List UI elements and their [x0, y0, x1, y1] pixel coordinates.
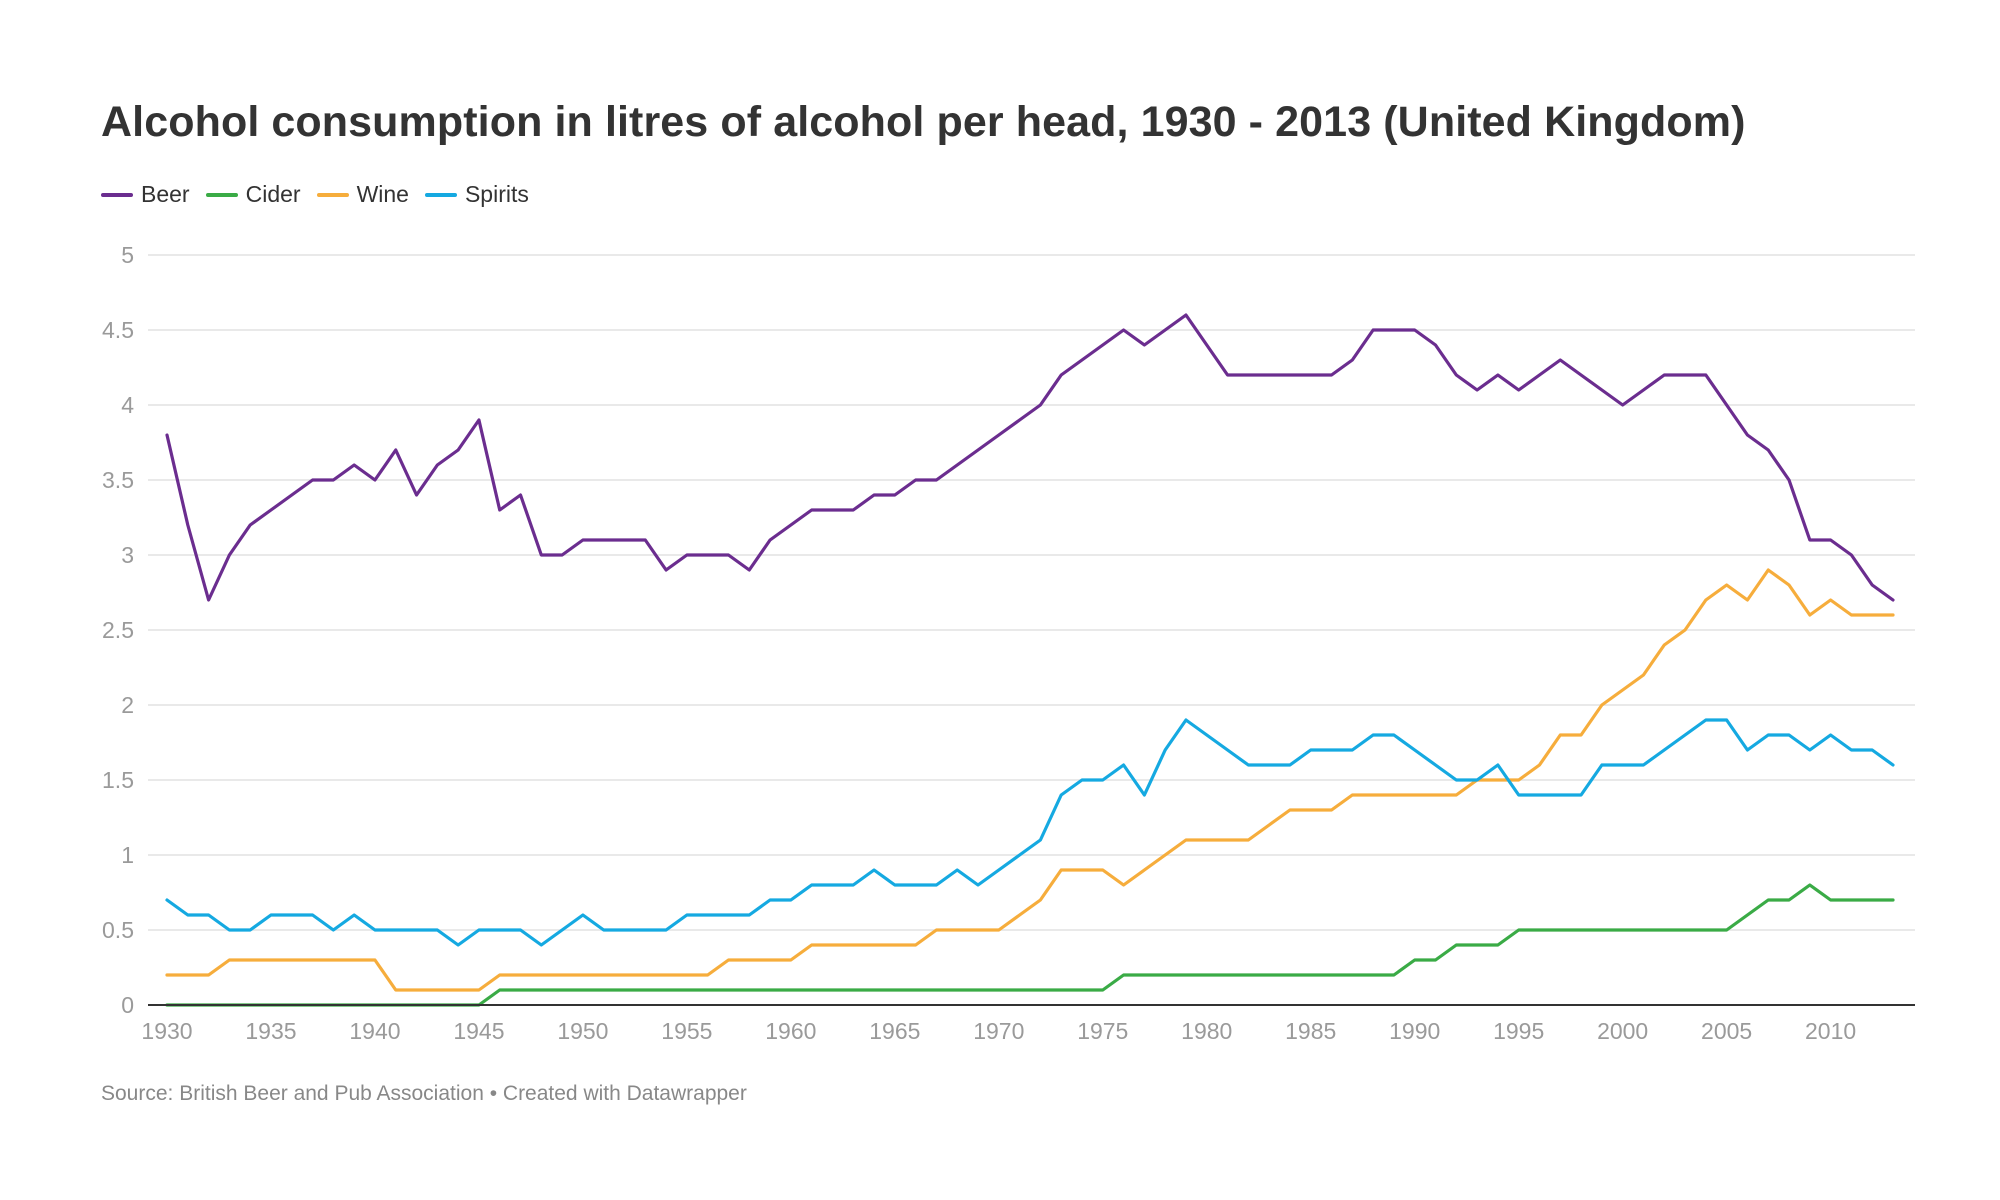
y-tick-label-1: 1 [121, 842, 134, 868]
x-tick-label-1955: 1955 [661, 1018, 712, 1044]
x-tick-label-1985: 1985 [1285, 1018, 1336, 1044]
y-tick-label-2: 2 [121, 692, 134, 718]
series-line-beer [165, 313, 1895, 602]
y-tick-label-0: 0 [121, 992, 134, 1018]
legend-item-spirits: Spirits [424, 181, 529, 208]
legend-item-wine: Wine [316, 181, 409, 208]
legend-swatch-beer [101, 192, 133, 197]
legend: Beer Cider Wine Spirits [101, 181, 545, 208]
y-tick-label-4.5: 4.5 [102, 317, 134, 343]
x-tick-label-1930: 1930 [141, 1018, 192, 1044]
y-tick-label-4: 4 [121, 392, 134, 418]
legend-swatch-wine [316, 192, 349, 197]
x-tick-label-1935: 1935 [245, 1018, 296, 1044]
legend-item-cider: Cider [205, 181, 301, 208]
y-tick-label-3: 3 [121, 542, 134, 568]
y-tick-label-0.5: 0.5 [102, 917, 134, 943]
legend-label-cider: Cider [245, 181, 301, 207]
legend-swatch-cider [205, 192, 238, 197]
legend-label-wine: Wine [356, 181, 409, 207]
x-tick-label-2010: 2010 [1805, 1018, 1856, 1044]
x-tick-label-1990: 1990 [1389, 1018, 1440, 1044]
x-tick-label-1960: 1960 [765, 1018, 816, 1044]
source-note: Source: British Beer and Pub Association… [101, 1082, 747, 1105]
chart-title: Alcohol consumption in litres of alcohol… [101, 98, 1746, 146]
legend-item-beer: Beer [101, 181, 190, 208]
series-line-cider [165, 883, 1895, 1007]
x-tick-label-1975: 1975 [1077, 1018, 1128, 1044]
x-tick-label-1940: 1940 [349, 1018, 400, 1044]
y-tick-label-2.5: 2.5 [102, 617, 134, 643]
x-tick-label-1965: 1965 [869, 1018, 920, 1044]
x-tick-label-1950: 1950 [557, 1018, 608, 1044]
x-tick-label-1970: 1970 [973, 1018, 1024, 1044]
legend-label-beer: Beer [141, 181, 190, 207]
y-tick-label-5: 5 [121, 242, 134, 268]
series-line-wine [165, 568, 1895, 992]
y-tick-label-1.5: 1.5 [102, 767, 134, 793]
x-tick-label-2005: 2005 [1701, 1018, 1752, 1044]
legend-label-spirits: Spirits [464, 181, 529, 207]
x-tick-label-1980: 1980 [1181, 1018, 1232, 1044]
x-tick-label-2000: 2000 [1597, 1018, 1648, 1044]
series-line-spirits [165, 718, 1895, 947]
y-tick-label-3.5: 3.5 [102, 467, 134, 493]
legend-swatch-spirits [424, 192, 457, 197]
x-tick-label-1995: 1995 [1493, 1018, 1544, 1044]
x-tick-label-1945: 1945 [453, 1018, 504, 1044]
